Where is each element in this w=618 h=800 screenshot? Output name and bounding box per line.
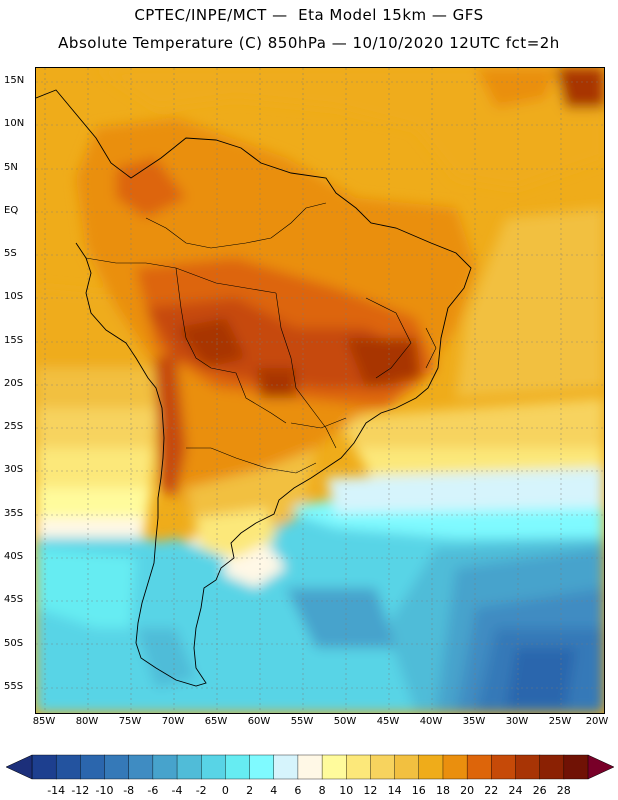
colorbar-tick-label: 28: [556, 784, 571, 797]
temperature-map: [36, 68, 604, 713]
lon-label-85w: 85W: [32, 716, 56, 727]
colorbar-tick-label: -8: [123, 784, 135, 797]
lon-label-25w: 25W: [548, 716, 572, 727]
colorbar-tick-label: 18: [436, 784, 450, 797]
colorbar-swatch: [249, 754, 275, 780]
lat-label-eq: EQ: [4, 205, 19, 216]
colorbar-tick-label: 16: [411, 784, 426, 797]
colorbar-tick-label: 20: [460, 784, 475, 797]
colorbar-tick-label: -14: [47, 784, 66, 797]
lat-label-50s: 50S: [4, 638, 24, 649]
colorbar-tick-label: 8: [318, 784, 326, 797]
temperature-field: [36, 68, 604, 713]
colorbar-tick-label: 26: [532, 784, 547, 797]
colorbar-swatch: [466, 754, 492, 780]
country-borders: [85, 202, 437, 474]
colorbar-swatch: [176, 754, 202, 780]
colorbar-tick-label: 6: [294, 784, 302, 797]
colorbar-swatch: [152, 754, 178, 780]
colorbar-tick-label: 22: [484, 784, 499, 797]
lon-label-80w: 80W: [75, 716, 99, 727]
coastline: [36, 89, 472, 687]
lon-label-70w: 70W: [161, 716, 185, 727]
colorbar-swatch: [370, 754, 396, 780]
colorbar-swatch: [539, 754, 565, 780]
lon-label-50w: 50W: [333, 716, 357, 727]
lon-label-75w: 75W: [118, 716, 142, 727]
color-scale-bar: [6, 754, 614, 780]
colorbar-swatch: [297, 754, 323, 780]
colorbar-swatch: [225, 754, 251, 780]
lat-label-5s: 5S: [4, 248, 17, 259]
lat-label-40s: 40S: [4, 551, 24, 562]
lat-label-15s: 15S: [4, 335, 24, 346]
colorbar-swatch: [273, 754, 299, 780]
lon-label-55w: 55W: [290, 716, 314, 727]
colorbar-tick-label: 4: [270, 784, 278, 797]
lat-label-55s: 55S: [4, 681, 24, 692]
colorbar-swatch: [394, 754, 420, 780]
colorbar-swatch: [128, 754, 154, 780]
lon-label-65w: 65W: [204, 716, 228, 727]
colorbar-swatch: [563, 754, 589, 780]
colorbar-left-arrow: [6, 754, 33, 780]
lat-label-20s: 20S: [4, 378, 24, 389]
colorbar-tick-label: 12: [363, 784, 378, 797]
colorbar-swatch: [104, 754, 130, 780]
lon-label-40w: 40W: [419, 716, 443, 727]
lat-label-25s: 25S: [4, 421, 24, 432]
colorbar-swatch: [515, 754, 541, 780]
colorbar-tick-label: 24: [508, 784, 523, 797]
lat-label-35s: 35S: [4, 508, 24, 519]
map-frame: [35, 67, 605, 714]
lon-label-45w: 45W: [376, 716, 400, 727]
colorbar-tick-label: -10: [95, 784, 114, 797]
colorbar-swatch: [55, 754, 81, 780]
colorbar-tick-label: -4: [171, 784, 183, 797]
lat-label-10s: 10S: [4, 291, 24, 302]
colorbar-swatch: [321, 754, 347, 780]
colorbar-swatch: [442, 754, 468, 780]
colorbar-swatch: [80, 754, 106, 780]
colorbar-tick-label: -12: [71, 784, 90, 797]
lon-label-20w: 20W: [585, 716, 609, 727]
lon-label-35w: 35W: [462, 716, 486, 727]
lon-label-30w: 30W: [505, 716, 529, 727]
colorbar-tick-label: 14: [387, 784, 402, 797]
lat-label-10n: 10N: [4, 118, 25, 129]
colorbar-tick-label: -2: [195, 784, 207, 797]
colorbar-tick-label: -6: [147, 784, 159, 797]
lat-label-15n: 15N: [4, 75, 25, 86]
colorbar-tick-label: 2: [246, 784, 254, 797]
lat-label-30s: 30S: [4, 464, 24, 475]
colorbar-tick-label: 0: [221, 784, 229, 797]
chart-subtitle: Absolute Temperature (C) 850hPa — 10/10/…: [58, 34, 560, 52]
colorbar-swatch: [491, 754, 516, 780]
colorbar-swatch: [201, 754, 226, 780]
colorbar-swatch: [346, 754, 371, 780]
lat-label-5n: 5N: [4, 162, 18, 173]
lat-label-45s: 45S: [4, 594, 24, 605]
colorbar-right-arrow: [587, 754, 614, 780]
colorbar-swatch: [31, 754, 57, 780]
colorbar-tick-label: 10: [339, 784, 354, 797]
chart-title: CPTEC/INPE/MCT — Eta Model 15km — GFS: [134, 6, 484, 24]
colorbar-swatch: [418, 754, 444, 780]
lon-label-60w: 60W: [247, 716, 271, 727]
